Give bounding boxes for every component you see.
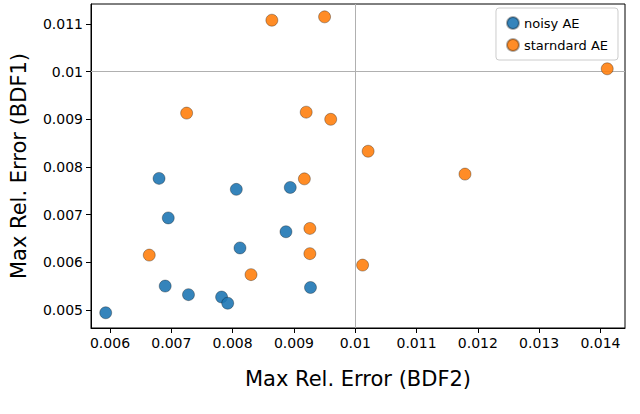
svg-text:Max Rel. Error (BDF1): Max Rel. Error (BDF1) (7, 53, 31, 279)
svg-text:0.01: 0.01 (52, 64, 83, 80)
svg-text:Max Rel. Error (BDF2): Max Rel. Error (BDF2) (245, 367, 471, 391)
svg-text:0.008: 0.008 (213, 335, 253, 351)
svg-text:0.011: 0.011 (397, 335, 437, 351)
svg-text:0.012: 0.012 (458, 335, 498, 351)
svg-text:0.01: 0.01 (340, 335, 371, 351)
svg-text:0.014: 0.014 (580, 335, 620, 351)
svg-text:0.011: 0.011 (43, 16, 83, 32)
svg-text:starndard AE: starndard AE (524, 38, 608, 53)
svg-text:0.009: 0.009 (43, 111, 83, 127)
svg-text:0.006: 0.006 (43, 254, 83, 270)
svg-text:noisy AE: noisy AE (524, 16, 580, 31)
svg-text:0.006: 0.006 (90, 335, 130, 351)
svg-text:0.005: 0.005 (43, 302, 83, 318)
svg-text:0.007: 0.007 (151, 335, 191, 351)
svg-text:0.008: 0.008 (43, 159, 83, 175)
svg-text:0.007: 0.007 (43, 207, 83, 223)
svg-text:0.013: 0.013 (519, 335, 559, 351)
svg-text:0.009: 0.009 (274, 335, 314, 351)
